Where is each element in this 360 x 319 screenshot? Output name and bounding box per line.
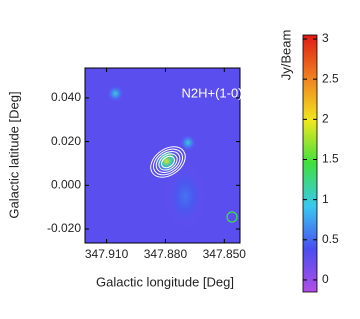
colorbar-tick-label: 3 xyxy=(322,31,329,45)
colorbar-tick-label: 0 xyxy=(322,272,329,286)
colorbar-tick-label: 0.5 xyxy=(322,232,339,246)
colorbar xyxy=(302,34,318,293)
contours xyxy=(150,146,186,178)
colorbar-label: Jy/Beam xyxy=(278,30,293,81)
beam xyxy=(226,211,238,223)
y-tick-label: 0.000 xyxy=(51,177,81,191)
colorbar-tick-label: 2.5 xyxy=(322,71,339,85)
x-axis-label: Galactic longitude [Deg] xyxy=(96,274,234,289)
x-tick-label: 347.880 xyxy=(144,247,188,261)
emission-peak xyxy=(165,164,206,229)
annotation: N2H+(1-0) xyxy=(181,85,242,100)
y-tick-label: 0.040 xyxy=(51,90,81,104)
colorbar-tick-label: 2 xyxy=(322,112,329,126)
emission-peak xyxy=(107,85,124,102)
emission-peak xyxy=(180,134,197,151)
y-axis-label: Galactic latitude [Deg] xyxy=(6,91,21,218)
y-tick-label: 0.020 xyxy=(51,134,81,148)
colorbar-tick-label: 1 xyxy=(322,192,329,206)
x-tick-label: 347.910 xyxy=(85,247,129,261)
plot-frame xyxy=(84,67,241,244)
colorbar-tick-label: 1.5 xyxy=(322,152,339,166)
y-tick-label: -0.020 xyxy=(47,221,81,235)
x-tick-label: 347.850 xyxy=(203,247,247,261)
